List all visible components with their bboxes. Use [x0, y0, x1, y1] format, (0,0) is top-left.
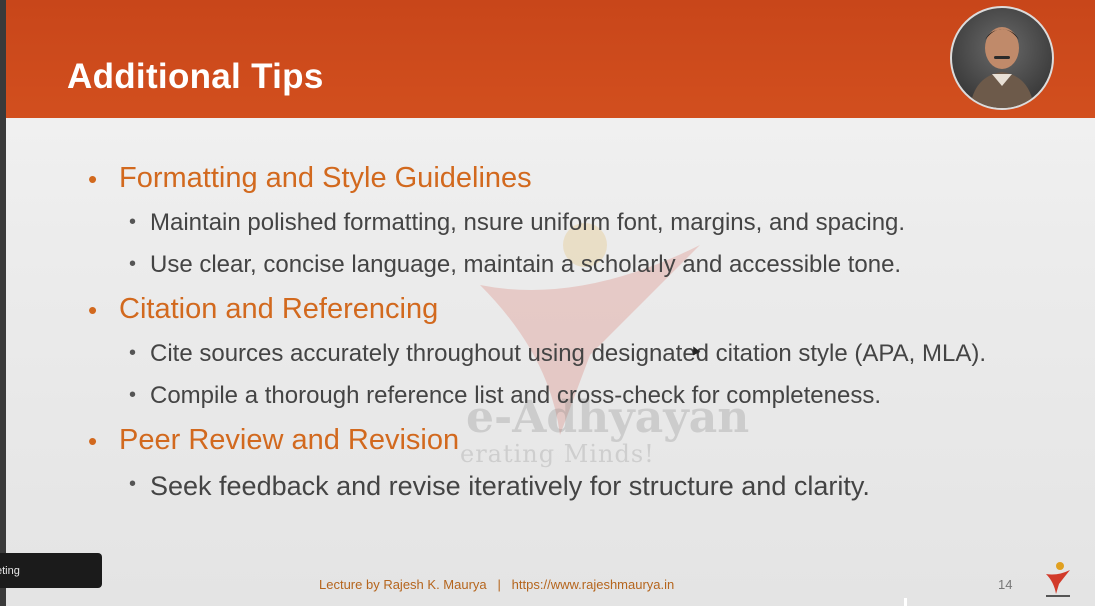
slide-footer: Lecture by Rajesh K. Maurya | https://ww…	[319, 577, 675, 592]
edge-marker	[904, 598, 907, 606]
presenter-photo-icon	[970, 27, 1034, 108]
watermark-logo-icon	[480, 223, 700, 435]
header-bar	[6, 0, 1095, 118]
bullet-point-text: Compile a thorough reference list and cr…	[150, 382, 882, 409]
bullet-point-text: Maintain polished formatting, nsure unif…	[150, 209, 906, 236]
slide-content: • Formatting and Style Guidelines • Main…	[88, 164, 1068, 518]
page-number: 14	[998, 577, 1013, 592]
bullet: •	[129, 253, 137, 275]
bullet-point: • Seek feedback and revise iteratively f…	[88, 473, 1068, 500]
slide-title: Additional Tips	[67, 57, 324, 96]
section-heading: • Peer Review and Revision	[88, 426, 1068, 455]
bullet-point: • Use clear, concise language, maintain …	[88, 253, 1068, 277]
bullet: •	[88, 164, 98, 194]
bullet-point-text: Use clear, concise language, maintain a …	[150, 251, 902, 278]
section-heading: • Formatting and Style Guidelines	[88, 164, 1068, 193]
bullet: •	[129, 473, 137, 495]
bullet: •	[88, 295, 98, 325]
bullet: •	[88, 426, 98, 456]
bullet-point: • Compile a thorough reference list and …	[88, 384, 1068, 408]
footer-logo-icon	[1046, 562, 1070, 597]
section-heading: • Citation and Referencing	[88, 295, 1068, 324]
bullet: •	[129, 342, 137, 364]
watermark-text: e-Adhyayan	[466, 392, 750, 443]
bullet-point-text: Seek feedback and revise iteratively for…	[150, 471, 870, 501]
section-heading-text: Peer Review and Revision	[119, 424, 460, 456]
section-heading-text: Formatting and Style Guidelines	[119, 162, 532, 194]
bullet-point-text: Cite sources accurately throughout using…	[150, 340, 986, 367]
watermark-subtext: erating Minds!	[460, 440, 655, 468]
meeting-overlay[interactable]: eting	[0, 553, 102, 588]
bullet-point: • Maintain polished formatting, nsure un…	[88, 211, 1068, 235]
bullet: •	[129, 211, 137, 233]
bullet-point: • Cite sources accurately throughout usi…	[88, 342, 1068, 366]
left-edge	[0, 0, 6, 606]
presenter-avatar	[950, 6, 1054, 110]
meeting-label: eting	[0, 565, 20, 577]
section-heading-text: Citation and Referencing	[119, 293, 439, 325]
bullet: •	[129, 384, 137, 406]
